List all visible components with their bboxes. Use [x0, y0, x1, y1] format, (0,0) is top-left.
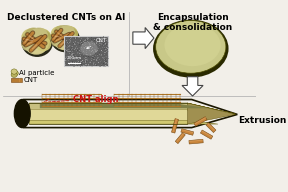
- Ellipse shape: [12, 70, 18, 76]
- Ellipse shape: [80, 42, 98, 56]
- Text: CNT align: CNT align: [73, 95, 119, 104]
- Text: Declustered CNTs on Al: Declustered CNTs on Al: [7, 13, 125, 22]
- Ellipse shape: [25, 27, 42, 42]
- Polygon shape: [189, 140, 203, 142]
- Ellipse shape: [25, 36, 48, 55]
- Ellipse shape: [153, 20, 229, 78]
- Polygon shape: [133, 27, 154, 49]
- Polygon shape: [176, 132, 184, 142]
- FancyBboxPatch shape: [11, 78, 22, 82]
- Polygon shape: [207, 123, 215, 131]
- Text: Extrusion: Extrusion: [238, 116, 287, 125]
- Ellipse shape: [164, 24, 221, 66]
- Ellipse shape: [11, 72, 17, 77]
- Ellipse shape: [30, 27, 48, 42]
- Polygon shape: [175, 133, 185, 144]
- Ellipse shape: [14, 99, 30, 128]
- Ellipse shape: [51, 34, 65, 47]
- Ellipse shape: [54, 32, 75, 50]
- Polygon shape: [181, 129, 193, 133]
- Ellipse shape: [156, 21, 226, 73]
- Ellipse shape: [54, 25, 70, 38]
- Polygon shape: [194, 117, 207, 126]
- Polygon shape: [200, 130, 213, 139]
- Ellipse shape: [11, 69, 17, 74]
- Polygon shape: [40, 104, 209, 108]
- Ellipse shape: [35, 37, 51, 51]
- Ellipse shape: [60, 26, 78, 42]
- Polygon shape: [173, 118, 177, 132]
- Polygon shape: [29, 103, 218, 110]
- Polygon shape: [187, 103, 236, 124]
- Ellipse shape: [32, 28, 51, 46]
- Polygon shape: [171, 119, 179, 133]
- Ellipse shape: [64, 34, 78, 47]
- Ellipse shape: [21, 28, 41, 46]
- Text: CNT: CNT: [87, 38, 107, 49]
- Text: CNT: CNT: [24, 77, 38, 83]
- Ellipse shape: [23, 29, 50, 54]
- Ellipse shape: [51, 26, 80, 52]
- Text: 100nm: 100nm: [67, 56, 82, 60]
- Text: Encapsulation
& consolidation: Encapsulation & consolidation: [153, 13, 232, 32]
- FancyBboxPatch shape: [65, 36, 108, 66]
- Ellipse shape: [59, 25, 75, 38]
- Text: Al particle: Al particle: [19, 70, 54, 76]
- Ellipse shape: [52, 27, 77, 49]
- Polygon shape: [29, 110, 187, 121]
- Polygon shape: [187, 103, 236, 113]
- Polygon shape: [206, 123, 216, 132]
- Ellipse shape: [21, 37, 37, 51]
- Ellipse shape: [51, 26, 69, 42]
- Polygon shape: [194, 117, 206, 124]
- Polygon shape: [201, 130, 212, 137]
- Ellipse shape: [21, 28, 53, 57]
- Polygon shape: [181, 129, 194, 135]
- Polygon shape: [189, 139, 203, 144]
- Polygon shape: [182, 77, 203, 96]
- Polygon shape: [29, 121, 218, 124]
